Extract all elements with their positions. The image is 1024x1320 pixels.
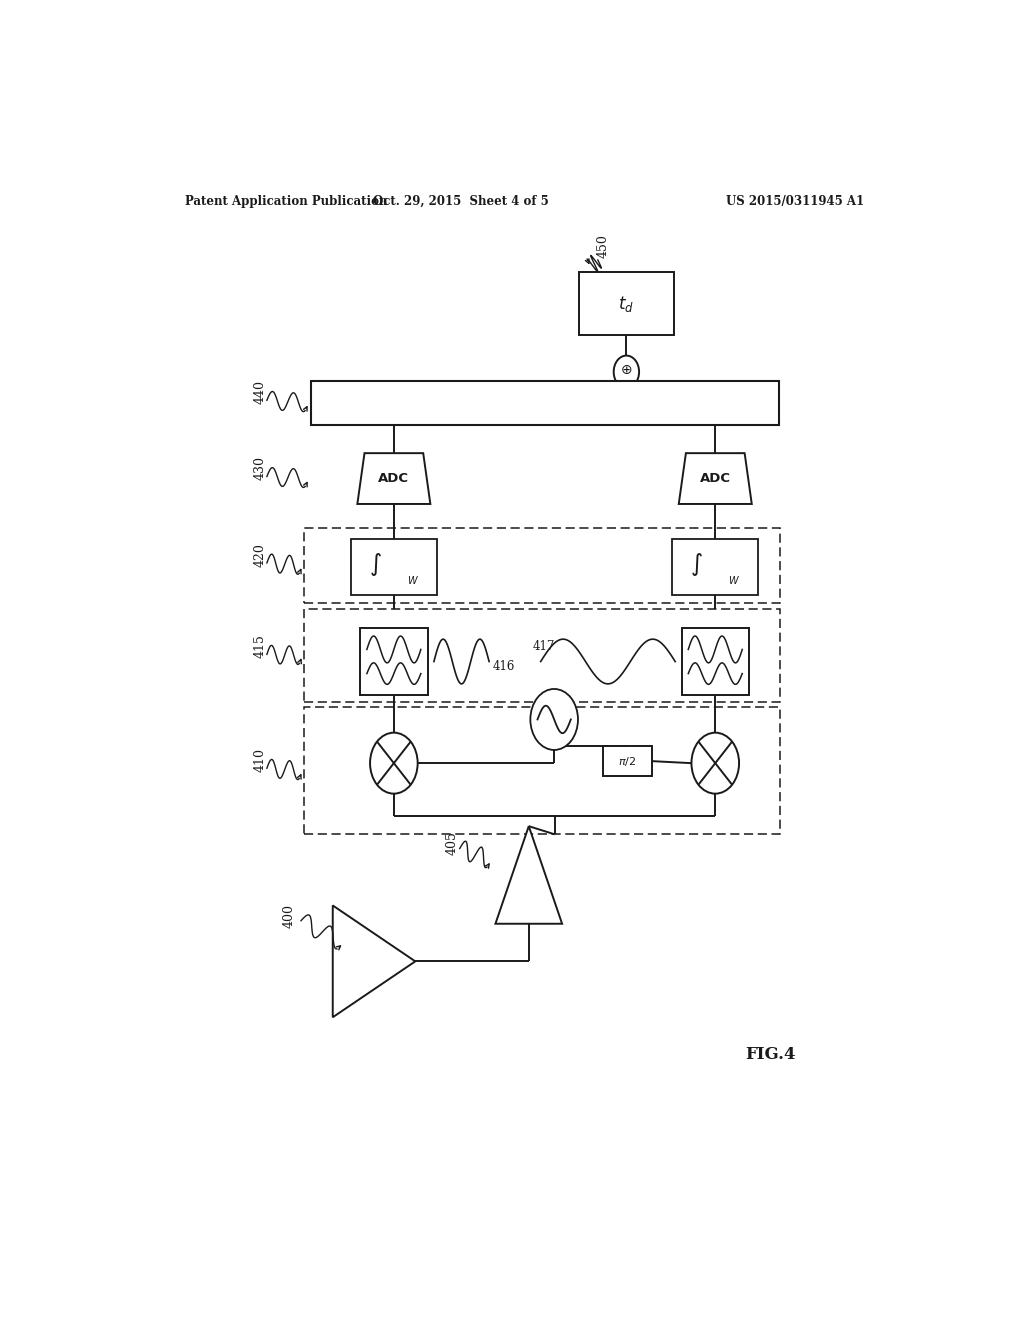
- Circle shape: [691, 733, 739, 793]
- Text: 416: 416: [494, 660, 515, 673]
- Text: 415: 415: [254, 635, 267, 659]
- Polygon shape: [333, 906, 416, 1018]
- Text: 410: 410: [254, 748, 267, 772]
- Circle shape: [370, 733, 418, 793]
- Text: 430: 430: [254, 457, 267, 480]
- Bar: [304, 708, 780, 834]
- Text: $\int$: $\int$: [369, 550, 381, 578]
- Text: $W$: $W$: [728, 573, 740, 586]
- Text: 450: 450: [596, 234, 609, 257]
- Bar: [673, 539, 758, 595]
- Text: 400: 400: [283, 904, 296, 928]
- Bar: [304, 609, 780, 702]
- Bar: [304, 528, 780, 602]
- Text: 440: 440: [254, 380, 267, 404]
- Text: ADC: ADC: [378, 473, 410, 484]
- Text: $\oplus$: $\oplus$: [621, 363, 633, 376]
- Text: Patent Application Publication: Patent Application Publication: [185, 194, 388, 207]
- Circle shape: [613, 355, 639, 388]
- Bar: [351, 539, 436, 595]
- Bar: [310, 381, 778, 425]
- Bar: [682, 628, 749, 696]
- Polygon shape: [679, 453, 752, 504]
- Polygon shape: [357, 453, 430, 504]
- Text: $t_d$: $t_d$: [618, 294, 634, 314]
- Bar: [360, 628, 428, 696]
- Text: 405: 405: [445, 832, 458, 855]
- Bar: [579, 272, 674, 335]
- Polygon shape: [496, 826, 562, 924]
- Text: US 2015/0311945 A1: US 2015/0311945 A1: [726, 194, 864, 207]
- Text: Oct. 29, 2015  Sheet 4 of 5: Oct. 29, 2015 Sheet 4 of 5: [374, 194, 549, 207]
- Text: 417: 417: [532, 640, 555, 653]
- Text: $W$: $W$: [407, 573, 419, 586]
- Text: 420: 420: [254, 543, 267, 566]
- Text: $\int$: $\int$: [690, 550, 702, 578]
- Circle shape: [530, 689, 578, 750]
- Text: FIG.4: FIG.4: [745, 1047, 796, 1064]
- Bar: [602, 746, 651, 776]
- Text: ADC: ADC: [699, 473, 731, 484]
- Text: $\pi/2$: $\pi/2$: [618, 755, 636, 768]
